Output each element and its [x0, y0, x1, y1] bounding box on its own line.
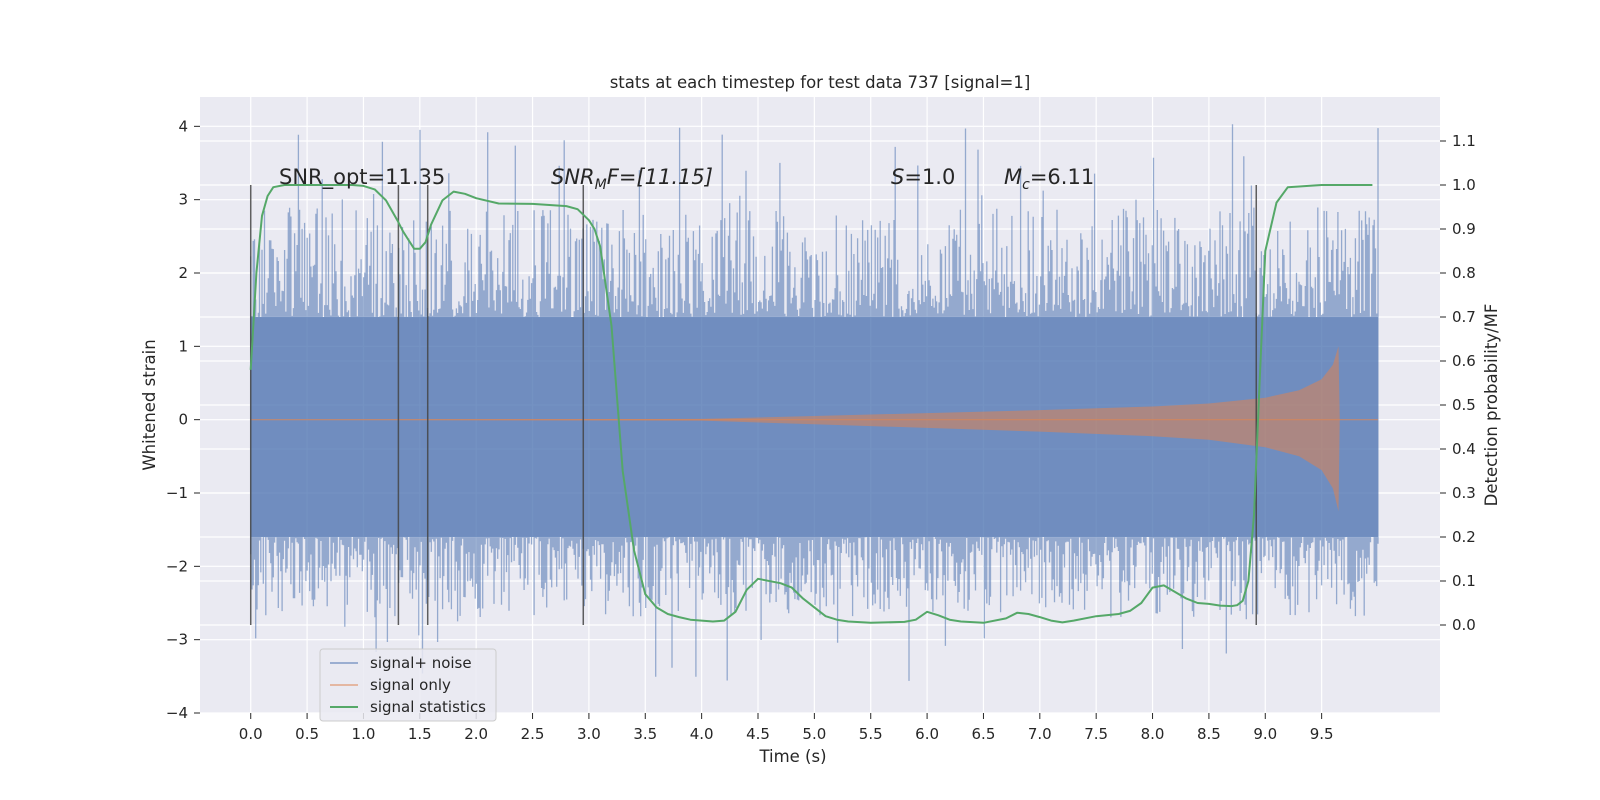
x-tick-label: 5.0 — [802, 725, 826, 743]
annotation-s: S=1.0 — [891, 165, 955, 189]
legend-box — [319, 648, 497, 722]
y-tick-label-right: 0.4 — [1452, 440, 1476, 458]
x-tick-label: 5.5 — [859, 725, 883, 743]
annotation-mc: Mc=6.11 — [1004, 165, 1094, 193]
annotation-mc-rest: =6.11 — [1030, 165, 1094, 189]
annotation-snr-mf-sub: M — [595, 177, 607, 193]
y-tick-label-right: 1.0 — [1452, 176, 1476, 194]
legend-label-signal-noise: signal+ noise — [370, 654, 472, 672]
x-tick-label: 7.5 — [1084, 725, 1108, 743]
y-tick-label-left: 4 — [178, 117, 188, 135]
y-tick-label-left: 0 — [178, 411, 188, 429]
x-tick-label: 3.5 — [633, 725, 657, 743]
signal-only-series — [250, 346, 1379, 512]
legend-label-signal-statistics: signal statistics — [370, 698, 486, 716]
annotation-snr-opt: SNR_opt=11.35 — [279, 165, 445, 190]
y-tick-label-right: 0.3 — [1452, 484, 1476, 502]
signal-statistics-line — [249, 184, 1373, 624]
y-tick-label-right: 0.2 — [1452, 528, 1476, 546]
x-tick-label: 6.5 — [972, 725, 996, 743]
x-tick-label: 4.5 — [746, 725, 770, 743]
y-tick-label-left: −3 — [166, 631, 188, 649]
annotation-s-main: S — [891, 165, 904, 189]
y-tick-label-left: −1 — [166, 484, 188, 502]
signal-only-envelope — [250, 346, 1379, 512]
annotation-snr-mf-main: SNR — [551, 165, 595, 189]
x-axis-label: Time (s) — [758, 747, 826, 766]
x-tick-label: 1.5 — [408, 725, 432, 743]
x-tick-label: 3.0 — [577, 725, 601, 743]
y-tick-label-left: −2 — [166, 557, 188, 575]
x-tick-label: 8.5 — [1197, 725, 1221, 743]
annotation-snr-mf-rest: F=[11.15] — [607, 165, 713, 189]
legend: signal+ noise signal only signal statist… — [319, 648, 497, 722]
x-tick-label: 2.0 — [464, 725, 488, 743]
y-tick-label-left: 1 — [178, 337, 188, 355]
x-tick-label: 0.5 — [295, 725, 319, 743]
y-tick-label-right: 0.9 — [1452, 220, 1476, 238]
y-tick-label-right: 0.1 — [1452, 572, 1476, 590]
y-axis-label-right: Detection probability/MF — [1482, 304, 1501, 507]
x-tick-label: 4.0 — [690, 725, 714, 743]
x-tick-label: 9.5 — [1310, 725, 1334, 743]
signal-statistics-series — [249, 184, 1373, 624]
x-tick-label: 7.0 — [1028, 725, 1052, 743]
y-tick-label-right: 0.0 — [1452, 616, 1476, 634]
annotation-mc-sub: c — [1022, 177, 1030, 193]
annotation-mc-main: M — [1004, 165, 1022, 189]
y-axis-label-left: Whitened strain — [140, 339, 159, 470]
y-tick-label-right: 0.7 — [1452, 308, 1476, 326]
x-tick-label: 9.0 — [1253, 725, 1277, 743]
y-tick-label-left: 3 — [178, 191, 188, 209]
annotation-s-rest: =1.0 — [904, 165, 955, 189]
y-tick-label-left: −4 — [166, 704, 188, 722]
y-tick-label-right: 1.1 — [1452, 132, 1476, 150]
y-tick-label-right: 0.5 — [1452, 396, 1476, 414]
x-tick-label: 0.0 — [239, 725, 263, 743]
chart-title: stats at each timestep for test data 737… — [610, 73, 1031, 92]
y-tick-label-left: 2 — [178, 264, 188, 282]
vertical-markers — [249, 185, 1258, 625]
x-tick-label: 2.5 — [521, 725, 545, 743]
x-tick-label: 6.0 — [915, 725, 939, 743]
y-tick-label-right: 0.8 — [1452, 264, 1476, 282]
x-tick-label: 8.0 — [1141, 725, 1165, 743]
y-tick-label-right: 0.6 — [1452, 352, 1476, 370]
legend-label-signal-only: signal only — [370, 676, 451, 694]
x-tick-label: 1.0 — [352, 725, 376, 743]
tick-labels: 0.0 0.5 1.0 1.5 2.0 2.5 3.0 3.5 4.0 4.5 5.0 5.5 6.0 6… — [166, 117, 1476, 743]
annotation-snr-mf: SNRMF=[11.15] — [551, 165, 713, 193]
